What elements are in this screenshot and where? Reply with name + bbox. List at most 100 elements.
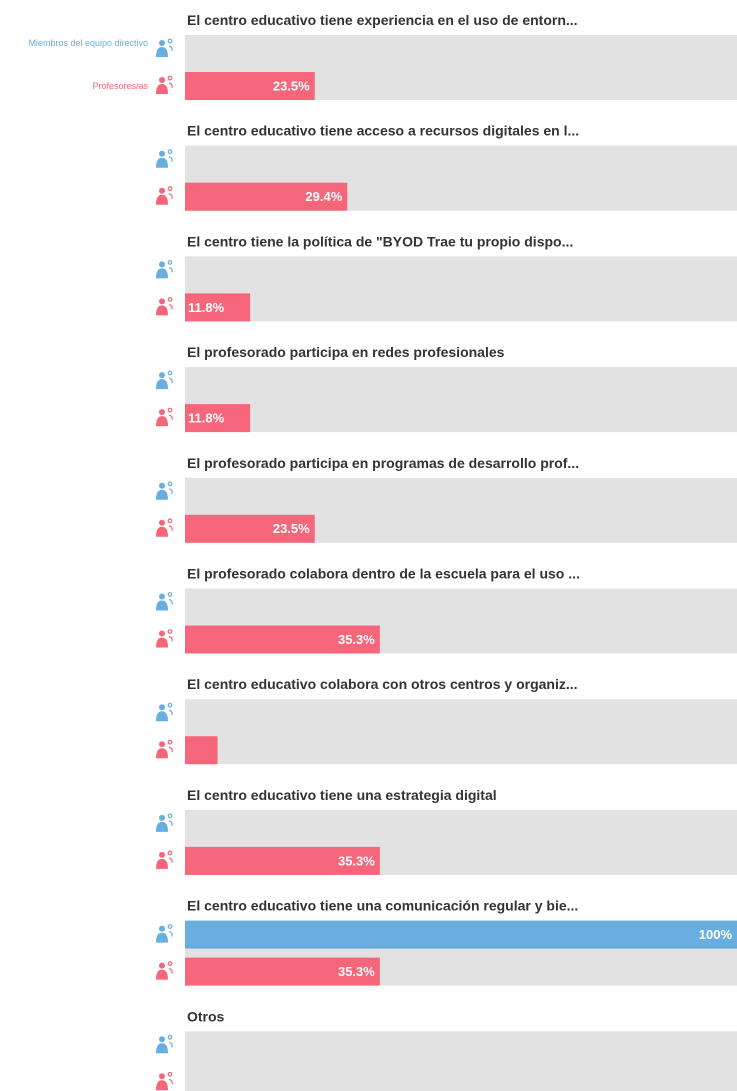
category-title: El profesorado participa en programas de… (187, 455, 579, 471)
person-icon (159, 630, 165, 637)
bar (185, 404, 251, 433)
track (185, 1031, 737, 1091)
person-icon (167, 75, 173, 81)
person-icon (167, 481, 173, 487)
person-icon (156, 821, 168, 832)
value-label: 23.5% (273, 78, 310, 93)
bar (185, 182, 348, 211)
person-icon (167, 38, 173, 44)
person-icon (168, 1041, 173, 1048)
person-icon (167, 518, 173, 524)
person-icon (167, 592, 173, 597)
legend-label: Profesores/as (92, 81, 148, 91)
person-icon (168, 525, 173, 531)
person-icon (159, 519, 165, 526)
person-icon (156, 932, 168, 943)
bar (185, 920, 737, 949)
person-icon (159, 187, 165, 194)
person-icon (168, 193, 173, 199)
person-icon (159, 704, 165, 711)
person-icon (156, 637, 168, 648)
person-icon (168, 414, 173, 421)
value-label: 11.8% (188, 411, 225, 426)
person-icon (168, 968, 173, 974)
person-icon (159, 741, 165, 748)
value-label: 11.8% (188, 300, 225, 315)
person-icon (168, 931, 173, 937)
value-label: 23.5% (273, 521, 310, 536)
person-icon (156, 157, 168, 168)
person-icon (167, 961, 173, 966)
category-title: El centro educativo tiene acceso a recur… (187, 123, 579, 139)
person-icon (159, 150, 165, 157)
category-title: Otros (187, 1008, 225, 1024)
value-label: 100% (699, 927, 733, 942)
bar (185, 736, 218, 765)
person-icon (156, 600, 168, 611)
category-title: El centro educativo tiene experiencia en… (187, 12, 578, 28)
bar (185, 846, 380, 875)
person-icon (159, 851, 165, 858)
bar (185, 957, 380, 986)
person-icon (159, 261, 165, 268)
person-icon (168, 746, 173, 753)
person-icon (156, 489, 168, 500)
category-title: El profesorado colabora dentro de la esc… (187, 566, 580, 582)
person-icon (168, 598, 173, 605)
person-icon (168, 857, 173, 864)
person-icon (156, 969, 168, 980)
person-icon (167, 850, 173, 856)
category-title: El centro tiene la política de "BYOD Tra… (187, 233, 573, 249)
person-icon (167, 924, 173, 929)
track (185, 367, 737, 433)
person-icon (159, 962, 165, 969)
person-icon (156, 268, 168, 279)
person-icon (156, 711, 168, 722)
person-icon (168, 156, 173, 162)
value-label: 29.4% (305, 189, 342, 204)
person-icon (167, 297, 173, 302)
value-label: 35.3% (338, 853, 375, 868)
person-icon (168, 820, 173, 827)
bar (185, 293, 251, 322)
person-icon (168, 377, 173, 384)
person-icon (156, 379, 168, 390)
person-icon (168, 45, 173, 52)
person-icon (168, 709, 173, 716)
person-icon (156, 416, 168, 427)
person-icon (159, 925, 165, 932)
category-title: El centro educativo colabora con otros c… (187, 676, 578, 692)
track (185, 256, 737, 322)
person-icon (159, 814, 165, 821)
person-icon (156, 748, 168, 759)
person-icon (156, 526, 168, 537)
person-icon (159, 593, 165, 600)
person-icon (156, 858, 168, 869)
person-icon (167, 407, 173, 413)
person-icon (159, 40, 165, 46)
legend-label: Miembros del equipo directivo (28, 38, 148, 48)
person-icon (159, 372, 165, 379)
track (185, 699, 737, 765)
category-title: El centro educativo tiene una estrategia… (187, 787, 497, 803)
person-icon (156, 47, 168, 57)
person-icon (167, 813, 173, 819)
person-icon (156, 1043, 168, 1054)
person-icon (168, 1078, 173, 1085)
person-icon (159, 77, 165, 83)
person-icon (159, 298, 165, 305)
person-icon (156, 305, 168, 316)
category-title: El centro educativo tiene una comunicaci… (187, 898, 578, 914)
bar (185, 72, 315, 100)
person-icon (156, 194, 168, 205)
person-icon (167, 370, 173, 376)
person-icon (167, 186, 173, 192)
bar (185, 514, 315, 543)
person-icon (168, 488, 173, 494)
category-title: El profesorado participa en redes profes… (187, 344, 505, 360)
value-label: 35.3% (338, 964, 375, 979)
value-label: 35.3% (338, 632, 375, 647)
person-icon (167, 739, 173, 745)
